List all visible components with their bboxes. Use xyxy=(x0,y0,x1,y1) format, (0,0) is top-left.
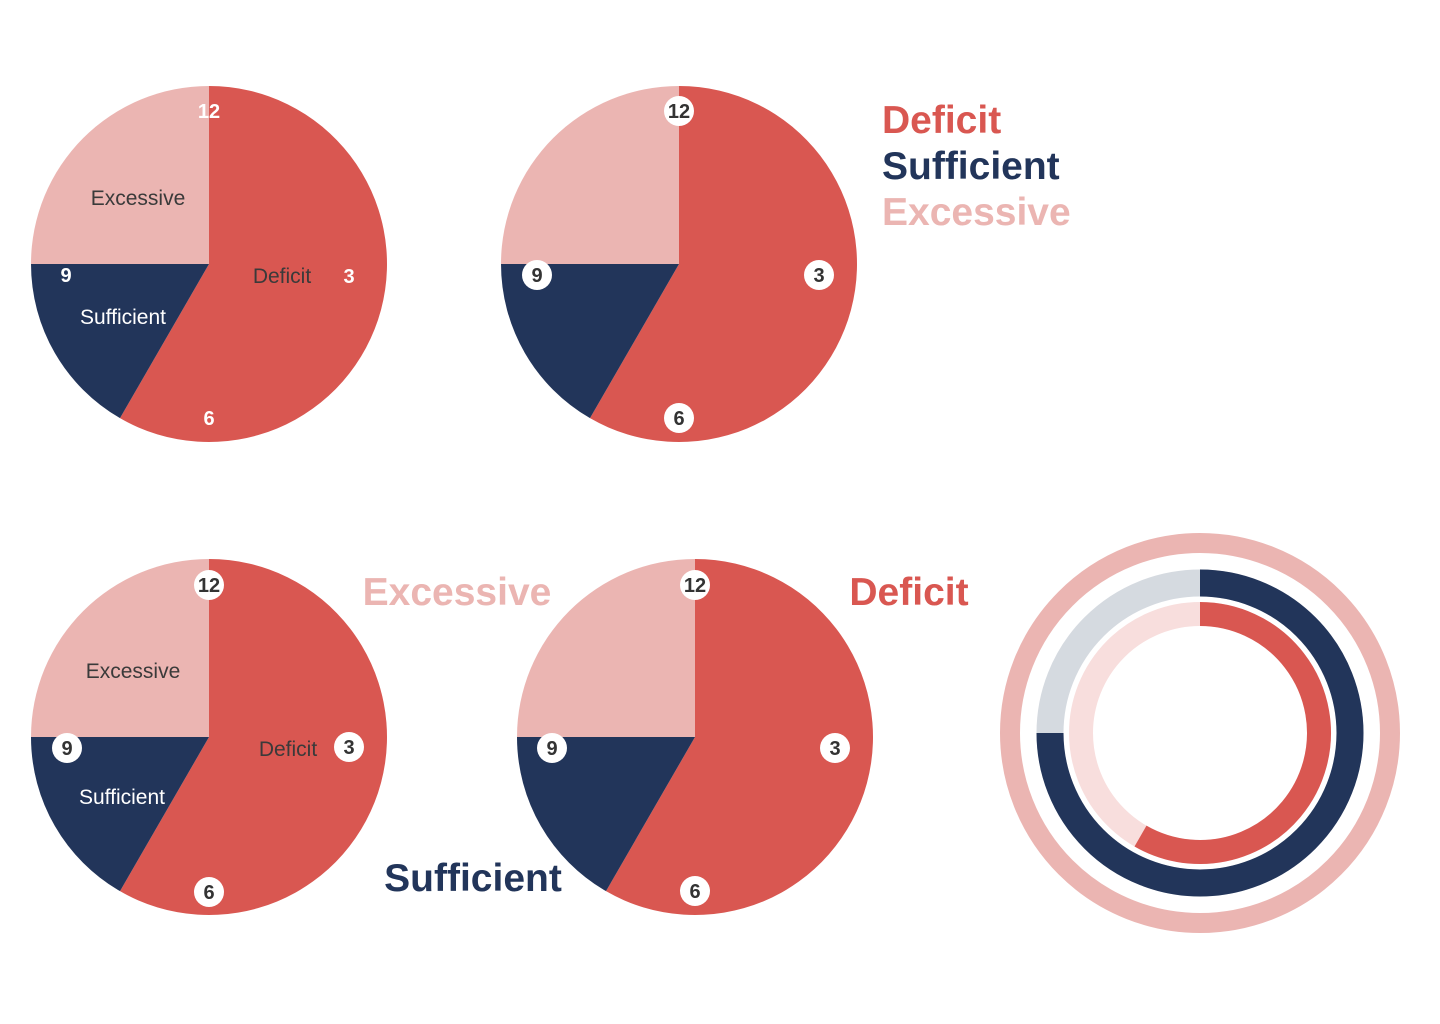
pie-3-clock-6: 6 xyxy=(203,882,214,904)
pie-1-label-excessive: Excessive xyxy=(91,187,186,210)
pie-2-clock-3: 3 xyxy=(813,265,824,287)
pie-4-badge-12 xyxy=(680,570,710,600)
pie-3-label-sufficient: Sufficient xyxy=(79,786,165,809)
pie-1-clock-12: 12 xyxy=(198,101,220,123)
pie-4-clock-3: 3 xyxy=(829,738,840,760)
pie-3-badge-9 xyxy=(52,733,82,763)
pie-4-clock-9: 9 xyxy=(546,738,557,760)
ring-middle-sufficient xyxy=(1036,569,1364,897)
pie-2-clock-12: 12 xyxy=(668,101,690,123)
pie-2-slice-sufficient xyxy=(501,264,679,419)
ring-outer-excessive xyxy=(1000,533,1400,933)
pie-1-clock-9: 9 xyxy=(60,265,71,287)
pie-4-clock-12: 12 xyxy=(684,575,706,597)
ring-inner-deficit xyxy=(1134,602,1331,864)
clock-pie-chart-2: 12 3 6 9 xyxy=(501,86,857,442)
pie-3-clock-3: 3 xyxy=(343,737,354,759)
pie-1-label-deficit: Deficit xyxy=(253,265,312,288)
callout-sufficient: Sufficient xyxy=(384,857,562,900)
pie-3-badge-12 xyxy=(194,570,224,600)
pie-4-slice-deficit xyxy=(606,559,873,916)
legend-stack: Deficit Sufficient Excessive xyxy=(882,99,1071,234)
pie-2-clock-6: 6 xyxy=(673,408,684,430)
pie-4-badge-3 xyxy=(820,733,850,763)
clock-pie-chart-4: 12 3 6 9 xyxy=(517,559,873,916)
pie-4-badge-9 xyxy=(537,733,567,763)
clock-pie-chart-3: 12 3 6 9 Excessive Deficit Sufficient xyxy=(31,559,387,916)
pie-4-badge-6 xyxy=(680,876,710,906)
pie-2-badge-3 xyxy=(804,260,834,290)
pie-2-badge-9 xyxy=(522,260,552,290)
pie-4-slice-excessive xyxy=(517,559,695,737)
pie-3-badge-3 xyxy=(334,732,364,762)
pie-1-label-sufficient: Sufficient xyxy=(80,306,166,329)
pie-1-clock-3: 3 xyxy=(343,266,354,288)
pie-2-slice-excessive xyxy=(501,86,679,264)
pie-4-clock-6: 6 xyxy=(689,881,700,903)
pie-1-slice-deficit xyxy=(120,86,387,442)
legend-excessive: Excessive xyxy=(882,191,1071,234)
pie-2-badge-12 xyxy=(664,96,694,126)
pie-3-clock-9: 9 xyxy=(61,738,72,760)
pie-2-clock-9: 9 xyxy=(531,265,542,287)
pie-3-label-excessive: Excessive xyxy=(86,660,181,683)
callout-deficit: Deficit xyxy=(849,571,968,614)
pie-2-slice-deficit xyxy=(590,86,857,442)
pie-3-badge-6 xyxy=(194,877,224,907)
pie-3-slice-excessive xyxy=(31,559,209,737)
pie-3-slice-sufficient xyxy=(31,737,209,892)
pie-2-badge-6 xyxy=(664,403,694,433)
clock-pie-chart-1: 12 3 6 9 Excessive Deficit Sufficient xyxy=(31,86,387,442)
callout-excessive: Excessive xyxy=(363,571,552,614)
pie-3-label-deficit: Deficit xyxy=(259,738,318,761)
pie-3-slice-deficit xyxy=(120,559,387,916)
pie-1-clock-6: 6 xyxy=(203,408,214,430)
pie-1-slice-excessive xyxy=(31,86,209,264)
pie-1-slice-sufficient xyxy=(31,264,209,419)
pie-3-clock-12: 12 xyxy=(198,575,220,597)
legend-sufficient: Sufficient xyxy=(882,145,1060,188)
pie-4-slice-sufficient xyxy=(517,737,695,892)
legend-deficit: Deficit xyxy=(882,99,1001,142)
concentric-ring-chart xyxy=(1000,533,1400,933)
